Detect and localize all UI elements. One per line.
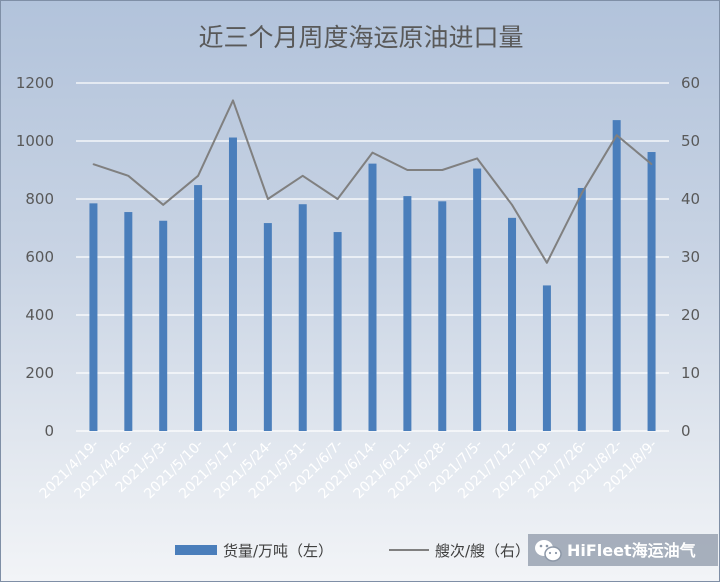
line-series [92,99,653,264]
bar [263,223,272,431]
line-point [650,163,653,165]
left-tick-label: 0 [44,422,54,440]
line-point [615,134,618,136]
bar [228,137,237,431]
right-tick-label: 20 [681,306,700,324]
bar [124,212,133,431]
left-tick-label: 800 [25,190,54,208]
line-point [267,198,269,200]
bar [612,120,621,432]
bar [577,187,586,431]
line-point [546,262,548,264]
right-tick-label: 60 [681,74,700,92]
watermark-text: HiFleet海运油气 [567,541,696,560]
left-tick-label: 200 [25,364,54,382]
left-tick-label: 1000 [16,132,54,150]
left-tick-label: 400 [25,306,54,324]
line-point [197,175,199,177]
line-point [336,198,339,200]
left-tick-label: 1200 [16,74,54,92]
line-point [371,151,374,154]
bar [368,163,377,431]
chart-title: 近三个月周度海运原油进口量 [198,23,523,52]
left-tick-label: 600 [25,248,54,266]
line-point [127,175,130,177]
watermark: HiFleet海运油气 [528,534,718,566]
bar [333,232,342,431]
right-tick-label: 10 [681,364,700,382]
right-tick-label: 40 [681,190,700,208]
line-point [301,175,304,177]
right-tick-label: 30 [681,248,700,266]
bar [298,204,307,431]
legend: 货量/万吨（左） 艘次/艘（右） [175,542,530,560]
bar [647,152,656,431]
right-axis-ticks: 0 10 20 30 40 50 60 [681,74,700,440]
bar [89,203,98,431]
bar [508,217,517,431]
legend-line-label: 艘次/艘（右） [435,542,530,560]
line-point [406,169,409,171]
bar [159,220,168,431]
right-tick-label: 50 [681,132,700,150]
bar [403,196,412,431]
wechat-icon [535,540,562,562]
bar [438,201,447,431]
line-point [511,204,513,206]
line-point [232,99,234,102]
line-point [92,163,95,165]
bar-series [89,120,656,432]
left-axis-ticks: 0 200 400 600 800 1000 1200 [16,74,54,440]
legend-bar-label: 货量/万吨（左） [223,542,333,560]
bar [542,285,551,431]
bar [473,168,482,432]
line-point [162,204,165,206]
right-tick-label: 0 [681,422,691,440]
x-axis-ticks: 2021/4/19-2021/4/26-2021/5/3-2021/5/10-2… [37,437,661,503]
line-point [580,192,583,194]
line-point [476,157,478,160]
line-point [441,169,444,171]
legend-bar-swatch [175,545,217,555]
bar [194,185,203,431]
